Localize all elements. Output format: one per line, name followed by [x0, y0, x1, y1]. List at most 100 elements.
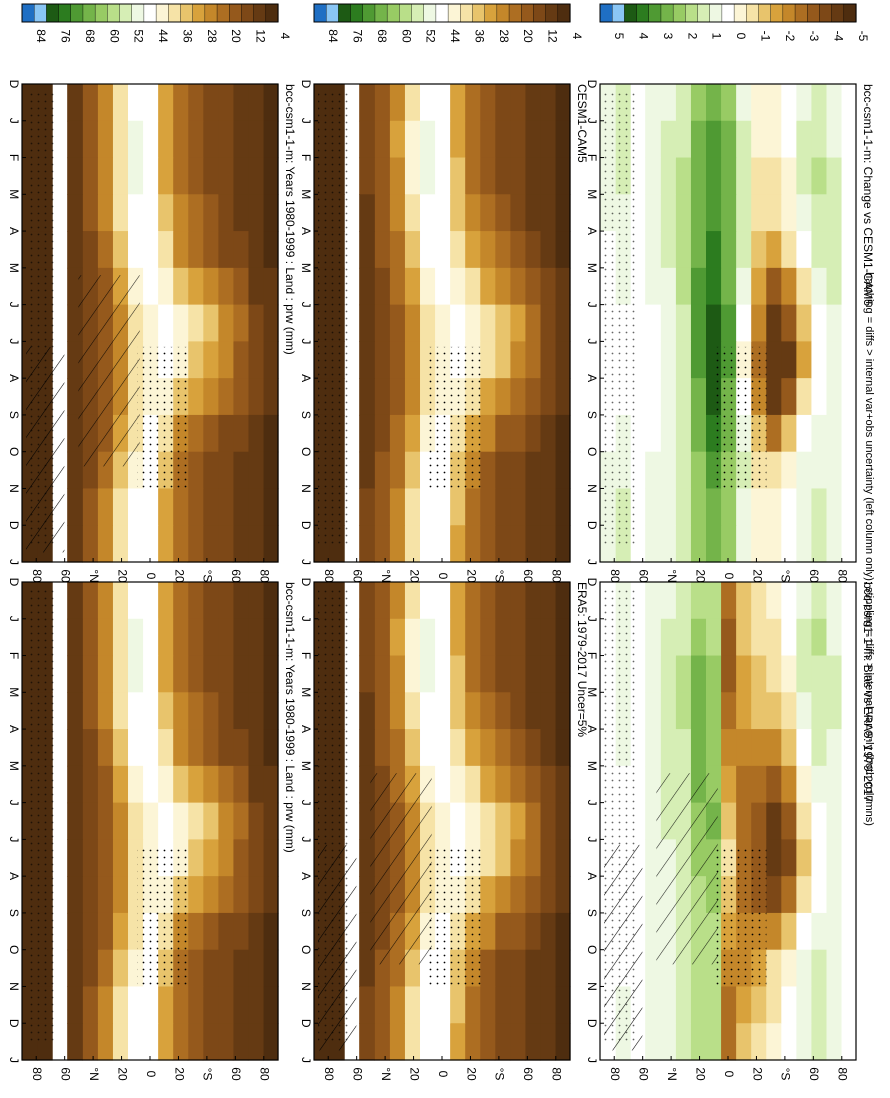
heatmap-cell [67, 876, 83, 914]
heatmap-cell [157, 765, 174, 804]
colorbar-swatch [313, 3, 327, 23]
x-tick-label: N [585, 982, 599, 991]
heatmap-cell [449, 231, 466, 269]
heatmap-cell [97, 802, 113, 840]
stippling-overlay [604, 92, 635, 547]
heatmap-cell [82, 876, 98, 914]
stippling-overlay [26, 92, 57, 547]
heatmap-cell [810, 765, 827, 804]
heatmap-cell [660, 120, 676, 159]
colorbar-swatch [460, 3, 474, 23]
colorbar-swatch [180, 3, 194, 23]
x-tick-label: A [7, 725, 21, 733]
heatmap-cell [262, 267, 279, 306]
heatmap-cell [645, 488, 661, 526]
heatmap-cell [389, 451, 405, 490]
heatmap-cell [825, 876, 842, 914]
heatmap-cell [840, 525, 857, 563]
colorbar-swatch [709, 3, 723, 23]
heatmap-cell [675, 120, 691, 159]
heatmap-cell [67, 231, 83, 269]
x-tick-label: D [585, 578, 599, 587]
heatmap-cell [359, 378, 375, 416]
heatmap-cell [554, 194, 571, 232]
heatmap-cell [157, 618, 174, 657]
heatmap-cell [524, 618, 541, 657]
heatmap-cell [479, 194, 496, 232]
heatmap-cell [750, 1023, 767, 1061]
heatmap-cell [810, 655, 827, 693]
heatmap-cell [780, 949, 797, 988]
x-tick-label: J [7, 302, 21, 308]
x-tick-label: M [299, 687, 313, 697]
heatmap-cell [262, 839, 279, 877]
heatmap-cell [217, 876, 234, 914]
y-tick-label: 0 [144, 573, 158, 580]
heatmap-cell [464, 120, 481, 159]
heatmap-cell [479, 414, 496, 453]
heatmap-cell [359, 267, 375, 306]
heatmap-cell [202, 839, 219, 877]
heatmap-cell [780, 912, 797, 951]
heatmap-cell [434, 655, 451, 693]
heatmap-cell [645, 525, 661, 563]
heatmap-cell [825, 618, 842, 657]
heatmap-cell [434, 194, 451, 232]
heatmap-cell [172, 488, 189, 526]
colorbar-tick-label: 28 [497, 29, 511, 43]
heatmap-cell [795, 341, 812, 379]
heatmap-cell [765, 84, 782, 122]
heatmap-cell [217, 341, 234, 379]
heatmap-cell [795, 802, 812, 840]
heatmap-cell [172, 655, 189, 693]
heatmap-cell [539, 986, 556, 1024]
heatmap-cell [645, 582, 661, 620]
y-tick-label: 80 [608, 1067, 622, 1081]
heatmap-cell [187, 120, 204, 159]
heatmap-cell [97, 692, 113, 730]
heatmap-cell [67, 655, 83, 693]
x-tick-label: F [585, 154, 599, 161]
x-tick-label: N [7, 484, 21, 493]
heatmap-cell [509, 378, 526, 416]
heatmap-cell [810, 267, 827, 306]
heatmap-cell [735, 304, 752, 342]
x-tick-label: J [7, 118, 21, 124]
heatmap-cell [554, 525, 571, 563]
heatmap-cell [479, 231, 496, 269]
heatmap-cell [449, 304, 466, 342]
heatmap-cell [112, 949, 129, 988]
heatmap-cell [389, 618, 405, 657]
heatmap-cell [187, 729, 204, 767]
y-tick-label: 80 [30, 569, 44, 583]
heatmap-cell [172, 582, 189, 620]
panel-1: D J F M A M J J A S O N D J 80 60 °N 20 0 20 °S 60 80 bcc-csm1-… [7, 80, 297, 583]
heatmap-cell [840, 120, 857, 159]
heatmap-cell [202, 304, 219, 342]
colorbar-tick-label: -5 [856, 31, 870, 42]
y-tick-label: 0 [144, 1071, 158, 1078]
x-tick-label: S [585, 411, 599, 419]
heatmap-cell [494, 912, 511, 951]
heatmap-cell [494, 618, 511, 657]
heatmap-cell [720, 618, 737, 657]
colorbar-swatch [831, 3, 845, 23]
heatmap-cell [735, 120, 752, 159]
heatmap-cell [232, 655, 249, 693]
colorbar-tick-label: 1 [710, 33, 724, 40]
y-tick-label: °N [665, 569, 679, 582]
heatmap-cell [660, 84, 676, 122]
heatmap-cell [389, 378, 405, 416]
x-tick-label: J [299, 1057, 313, 1063]
heatmap-cell [509, 765, 526, 804]
heatmap-cell [262, 765, 279, 804]
heatmap-cell [404, 618, 421, 657]
heatmap-cell [374, 618, 390, 657]
heatmap-cell [359, 729, 375, 767]
heatmap-cell [539, 120, 556, 159]
heatmap-cell [810, 525, 827, 563]
heatmap-cell [509, 120, 526, 159]
heatmap-cell [187, 267, 204, 306]
heatmap-cell [825, 341, 842, 379]
